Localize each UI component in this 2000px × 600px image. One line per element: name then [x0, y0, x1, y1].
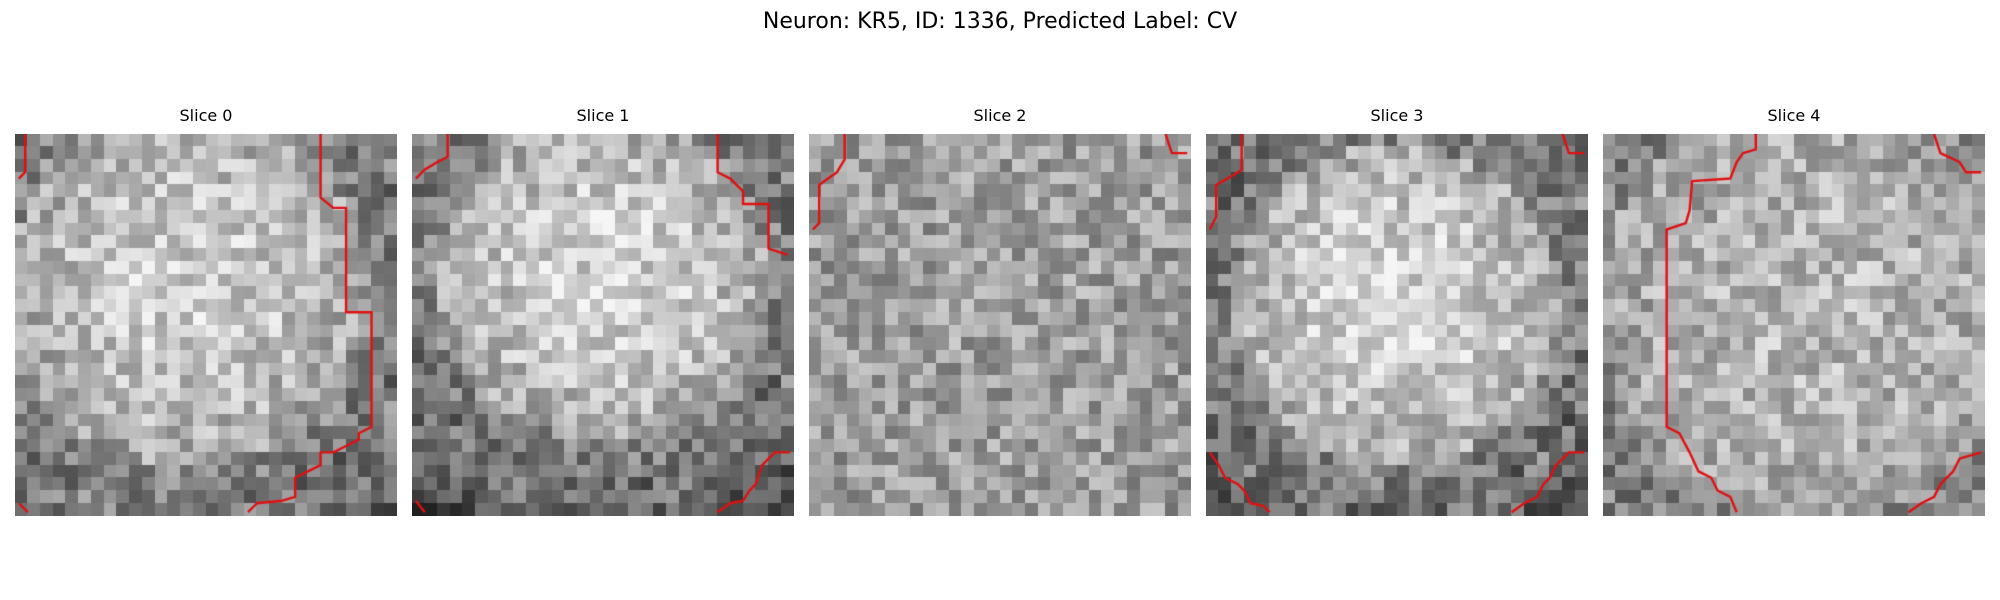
- slice-image-2: [809, 134, 1191, 516]
- slice-panel-3: Slice 3: [1206, 106, 1588, 516]
- slice-title: Slice 0: [179, 106, 233, 125]
- slice-title: Slice 2: [973, 106, 1027, 125]
- slice-panel-4: Slice 4: [1603, 106, 1985, 516]
- slice-title: Slice 3: [1370, 106, 1424, 125]
- slice-panel-0: Slice 0: [15, 106, 397, 516]
- slice-image-4: [1603, 134, 1985, 516]
- slice-title: Slice 4: [1767, 106, 1821, 125]
- slice-image-3: [1206, 134, 1588, 516]
- slice-image-1: [412, 134, 794, 516]
- slice-panel-2: Slice 2: [809, 106, 1191, 516]
- slice-title: Slice 1: [576, 106, 630, 125]
- slice-panel-1: Slice 1: [412, 106, 794, 516]
- slice-image-0: [15, 134, 397, 516]
- figure-title: Neuron: KR5, ID: 1336, Predicted Label: …: [762, 9, 1238, 34]
